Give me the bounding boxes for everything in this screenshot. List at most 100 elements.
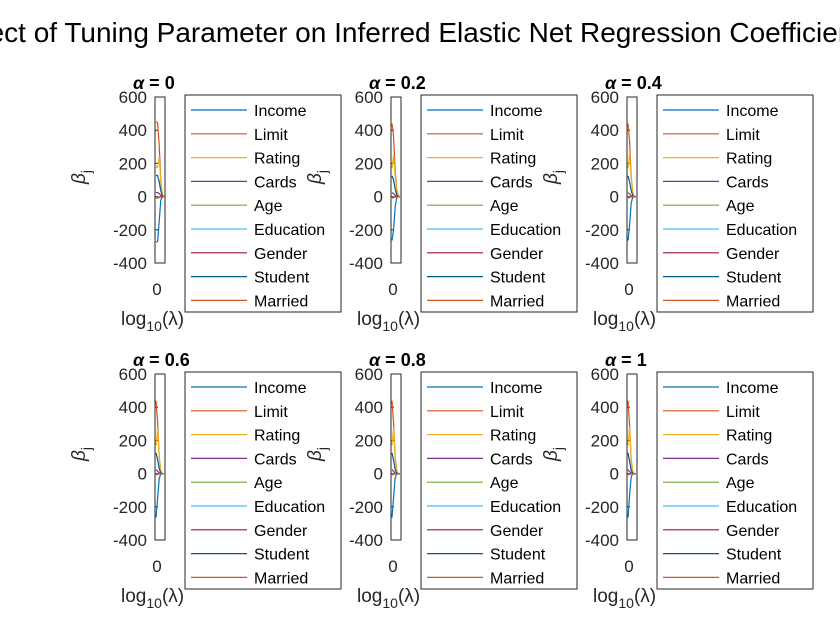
x-label-arg: (λ) xyxy=(634,309,656,330)
legend-entry: Rating xyxy=(726,428,772,445)
alpha-symbol: α xyxy=(605,73,617,93)
legend-box xyxy=(656,94,814,313)
y-label-sub: j xyxy=(550,447,566,451)
panel-2: α = 0.46004002000-200-4000log10(λ)βjInco… xyxy=(541,73,814,334)
legend-entry: Student xyxy=(726,270,782,287)
y-tick-label: -200 xyxy=(585,498,619,517)
y-tick-label: -200 xyxy=(585,221,619,240)
alpha-symbol: α xyxy=(133,73,145,93)
legend-entry: Rating xyxy=(254,151,300,168)
title-equals: = xyxy=(616,73,637,93)
x-axis-label: log10(λ) xyxy=(121,586,184,611)
y-tick-label: 0 xyxy=(610,465,619,484)
legend-entry: Cards xyxy=(726,174,769,191)
y-tick-label: 600 xyxy=(355,88,383,107)
legend-entry: Married xyxy=(726,293,780,310)
series-line-married xyxy=(156,196,164,199)
y-tick-label: 200 xyxy=(355,431,383,450)
axes-box xyxy=(154,373,166,541)
legend-entry: Education xyxy=(490,222,561,239)
panel-title: α = 0.2 xyxy=(369,73,426,93)
y-tick-label: 600 xyxy=(591,88,619,107)
legend-entry: Married xyxy=(254,570,308,587)
legend-entry: Rating xyxy=(490,151,536,168)
y-tick-label: 400 xyxy=(591,121,619,140)
alpha-symbol: α xyxy=(605,350,617,370)
x-label-base: log xyxy=(593,586,618,607)
panel-title: α = 0.6 xyxy=(133,350,190,370)
x-axis-label: log10(λ) xyxy=(593,309,656,334)
legend-entry: Limit xyxy=(254,127,288,144)
legend-entry: Income xyxy=(254,103,307,120)
legend-entry: Married xyxy=(254,293,308,310)
legend-box xyxy=(420,94,578,313)
x-label-base: log xyxy=(357,309,382,330)
alpha-symbol: α xyxy=(369,73,381,93)
y-tick-label: -400 xyxy=(349,531,383,550)
y-label-sub: j xyxy=(78,170,94,174)
legend-box xyxy=(420,371,578,590)
panel-title: α = 1 xyxy=(605,350,647,370)
y-tick-label: 0 xyxy=(610,188,619,207)
legend-entry: Married xyxy=(490,293,544,310)
axes-box xyxy=(390,373,402,541)
y-label-base: β xyxy=(541,173,562,185)
title-equals: = xyxy=(380,73,401,93)
legend-entry: Cards xyxy=(254,174,297,191)
legend-entry: Gender xyxy=(254,523,308,540)
alpha-value: 1 xyxy=(637,350,647,370)
y-tick-label: 400 xyxy=(355,398,383,417)
alpha-value: 0.4 xyxy=(637,73,662,93)
y-tick-label: 0 xyxy=(138,465,147,484)
legend-entry: Income xyxy=(490,103,543,120)
legend-entry: Married xyxy=(490,570,544,587)
y-label-base: β xyxy=(305,173,326,185)
legend-box xyxy=(656,371,814,590)
panel-title: α = 0.8 xyxy=(369,350,426,370)
y-tick-label: -200 xyxy=(349,221,383,240)
y-label-sub: j xyxy=(78,447,94,451)
y-tick-label: -400 xyxy=(585,254,619,273)
legend-entry: Cards xyxy=(254,451,297,468)
legend-entry: Limit xyxy=(726,127,760,144)
y-label-sub: j xyxy=(550,170,566,174)
y-tick-label: -200 xyxy=(349,498,383,517)
y-tick-label: 400 xyxy=(591,398,619,417)
axes-box xyxy=(626,373,638,541)
panel-4: α = 0.86004002000-200-4000log10(λ)βjInco… xyxy=(305,350,578,611)
x-label-sub: 10 xyxy=(382,318,398,334)
y-tick-label: 600 xyxy=(355,365,383,384)
y-tick-label: -400 xyxy=(349,254,383,273)
series-line-married xyxy=(627,473,636,476)
y-tick-label: -400 xyxy=(585,531,619,550)
y-tick-label: 200 xyxy=(119,431,147,450)
x-tick-label: 0 xyxy=(388,557,397,576)
legend-entry: Limit xyxy=(726,404,760,421)
y-tick-label: 200 xyxy=(119,154,147,173)
legend-entry: Rating xyxy=(254,428,300,445)
y-axis-label: βj xyxy=(541,170,566,185)
axes-box xyxy=(154,96,166,264)
panel-title: α = 0 xyxy=(133,73,175,93)
legend-entry: Gender xyxy=(254,246,308,263)
y-label-sub: j xyxy=(314,447,330,451)
x-label-arg: (λ) xyxy=(162,309,184,330)
alpha-symbol: α xyxy=(133,350,145,370)
x-label-base: log xyxy=(593,309,618,330)
x-axis-label: log10(λ) xyxy=(121,309,184,334)
x-label-base: log xyxy=(357,586,382,607)
y-tick-label: 0 xyxy=(138,188,147,207)
legend-entry: Rating xyxy=(490,428,536,445)
y-axis-label: βj xyxy=(305,170,330,185)
chart-title: Effect of Tuning Parameter on Inferred E… xyxy=(0,17,840,48)
y-tick-label: 200 xyxy=(355,154,383,173)
x-label-sub: 10 xyxy=(618,595,634,611)
legend-entry: Cards xyxy=(726,451,769,468)
y-axis-label: βj xyxy=(541,447,566,462)
x-label-sub: 10 xyxy=(146,595,162,611)
legend-entry: Student xyxy=(490,547,546,564)
panel-title: α = 0.4 xyxy=(605,73,662,93)
legend-entry: Gender xyxy=(490,246,544,263)
alpha-value: 0.6 xyxy=(165,350,190,370)
x-label-sub: 10 xyxy=(618,318,634,334)
